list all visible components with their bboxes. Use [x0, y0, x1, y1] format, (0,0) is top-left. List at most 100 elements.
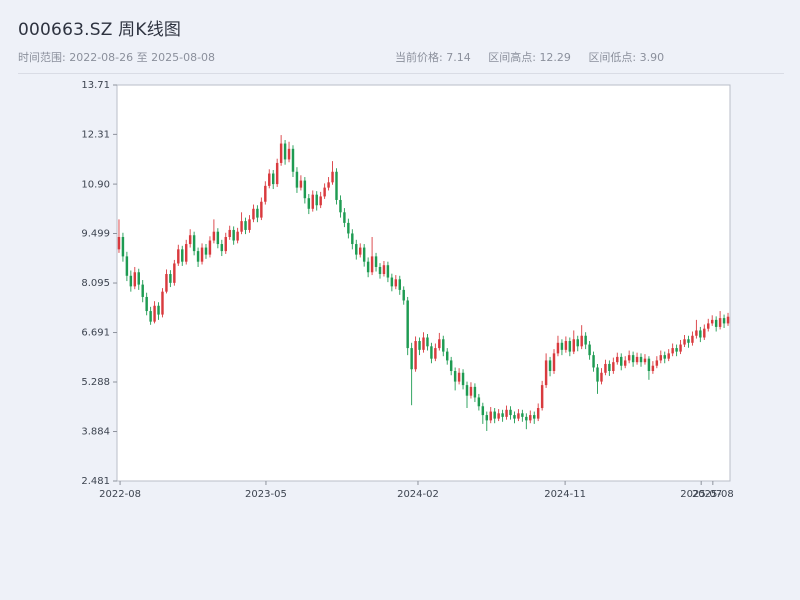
- candle-body: [169, 274, 172, 283]
- candle-body: [675, 348, 678, 352]
- candle-body: [489, 411, 492, 421]
- candle-body: [422, 337, 425, 350]
- candle-body: [418, 341, 421, 350]
- candle-body: [181, 249, 184, 262]
- candle-body: [212, 231, 216, 241]
- candle-body: [252, 208, 255, 220]
- stat-current-price: 当前价格: 7.14: [395, 51, 471, 64]
- candle-body: [268, 173, 271, 186]
- candle-body: [533, 415, 536, 419]
- y-tick-label: 10.90: [81, 179, 110, 190]
- stat-value: 3.90: [639, 51, 665, 64]
- candle-body: [461, 372, 465, 386]
- y-tick-label: 9.499: [81, 229, 110, 240]
- x-tick-label: 2023-05: [245, 489, 287, 500]
- candle-body: [691, 335, 694, 343]
- candle-body: [473, 386, 477, 398]
- y-tick-label: 3.884: [81, 427, 110, 438]
- candle-body: [651, 365, 655, 372]
- candle-body: [627, 355, 631, 361]
- candle-body: [240, 221, 243, 232]
- candle-body: [596, 367, 599, 382]
- candle-body: [469, 386, 473, 396]
- y-tick-label: 2.481: [81, 476, 110, 487]
- candle-body: [659, 355, 663, 361]
- candle-body: [339, 199, 342, 213]
- candle-body: [398, 279, 401, 290]
- candle-body: [287, 148, 291, 160]
- candle-body: [311, 194, 314, 209]
- candle-body: [540, 385, 544, 409]
- candle-body: [200, 247, 204, 262]
- candle-body: [635, 356, 639, 363]
- x-tick-label: 2025-07: [680, 489, 722, 500]
- subheader: 时间范围: 2022-08-26 至 2025-08-08 当前价格: 7.14…: [18, 49, 784, 65]
- candle-body: [394, 279, 398, 287]
- candle-body: [663, 355, 666, 359]
- candle-body: [347, 222, 350, 234]
- candle-body: [726, 316, 730, 324]
- candle-body: [449, 360, 453, 372]
- x-tick-label: 2025-08: [692, 489, 734, 500]
- stat-range-low: 区间低点: 3.90: [588, 51, 664, 64]
- candle-body: [145, 296, 148, 312]
- candle-body: [683, 339, 686, 345]
- candle-body: [552, 353, 556, 372]
- stat-label: 当前价格:: [395, 51, 443, 64]
- candle-body: [374, 256, 378, 267]
- candle-body: [477, 397, 481, 407]
- stats-row: 当前价格: 7.14 区间高点: 12.29 区间低点: 3.90: [395, 49, 678, 65]
- candle-body: [366, 261, 370, 273]
- candle-body: [529, 415, 532, 421]
- candle-body: [687, 339, 690, 343]
- candle-body: [129, 275, 133, 287]
- candle-body: [556, 342, 560, 354]
- candle-body: [536, 408, 540, 419]
- candle-body: [679, 344, 682, 352]
- x-tick-label: 2024-11: [544, 489, 586, 500]
- candle-body: [315, 194, 318, 206]
- candle-body: [584, 335, 587, 345]
- candle-body: [695, 330, 698, 336]
- candle-body: [714, 319, 718, 327]
- candle-body: [362, 247, 366, 262]
- candle-body: [137, 272, 140, 285]
- page-title: 000663.SZ 周K线图: [18, 20, 182, 40]
- candle-body: [228, 229, 231, 237]
- candle-body: [517, 413, 520, 419]
- candle-body: [465, 385, 469, 396]
- candle-body: [406, 300, 409, 349]
- candle-body: [216, 231, 220, 245]
- candle-body: [303, 180, 307, 199]
- candle-body: [196, 251, 200, 262]
- candle-body: [410, 348, 413, 370]
- candle-body: [153, 305, 156, 322]
- candle-body: [544, 360, 548, 386]
- candle-body: [343, 212, 346, 223]
- candle-body: [588, 344, 591, 356]
- candle-body: [525, 416, 528, 421]
- candle-body: [600, 372, 603, 382]
- candle-body: [192, 235, 196, 252]
- candle-body: [667, 353, 670, 359]
- candle-body: [521, 413, 524, 417]
- candle-body: [244, 221, 247, 230]
- stat-value: 7.14: [446, 51, 471, 64]
- candle-body: [513, 415, 516, 419]
- candle-body: [612, 362, 615, 372]
- y-tick-label: 6.691: [81, 328, 110, 339]
- candle-body: [351, 233, 354, 245]
- candle-body: [283, 143, 287, 160]
- candle-body: [188, 235, 192, 245]
- candle-body: [173, 263, 176, 283]
- candle-body: [256, 208, 259, 218]
- candle-body: [438, 339, 441, 349]
- candle-body: [327, 182, 330, 188]
- candle-body: [382, 265, 386, 275]
- candle-body: [260, 201, 263, 218]
- candle-body: [117, 236, 121, 250]
- time-range-label: 时间范围: 2022-08-26 至 2025-08-08: [18, 51, 216, 64]
- candle-body: [184, 244, 188, 262]
- candle-body: [319, 196, 322, 206]
